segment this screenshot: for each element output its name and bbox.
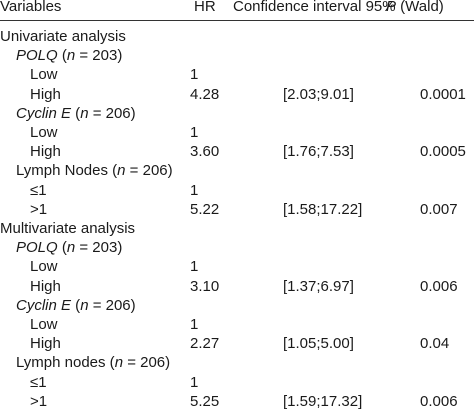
table-row: High 3.10 [1.37;6.97] 0.006 bbox=[0, 277, 474, 297]
header-rule bbox=[0, 20, 474, 21]
p-value: 0.0001 bbox=[420, 85, 466, 103]
p-value: 0.006 bbox=[420, 277, 458, 295]
sample-size-open: ( bbox=[71, 104, 81, 122]
p-value: 0.007 bbox=[420, 200, 458, 218]
ci-value: [1.59;17.32] bbox=[283, 392, 363, 410]
table-row: ≤1 1 bbox=[0, 373, 474, 393]
header-p-rest: (Wald) bbox=[396, 0, 444, 15]
ci-value: [1.58;17.22] bbox=[283, 200, 363, 218]
p-value: 0.0005 bbox=[420, 143, 466, 161]
category-label: Low bbox=[30, 316, 58, 333]
variable-label: POLQ (n = 203) bbox=[16, 238, 122, 258]
table-row: Cyclin E (n = 206) bbox=[0, 296, 474, 316]
category-label: High bbox=[30, 85, 61, 103]
category-label: >1 bbox=[30, 392, 48, 410]
variable-name: POLQ bbox=[16, 239, 58, 257]
hr-value: 1 bbox=[190, 181, 199, 199]
table-row: High 3.60 [1.76;7.53] 0.0005 bbox=[0, 142, 474, 162]
sample-size-n: n bbox=[66, 239, 76, 257]
table-row: ≤1 1 bbox=[0, 181, 474, 201]
category-label: High bbox=[30, 335, 61, 353]
section-heading: Univariate analysis bbox=[0, 28, 126, 45]
header-p-italic: P bbox=[386, 0, 397, 15]
header-hr: HR bbox=[194, 0, 216, 15]
hr-value: 1 bbox=[190, 66, 199, 84]
table-header-row: Variables HR Confidence interval 95% P (… bbox=[0, 0, 474, 17]
table-row: Univariate analysis bbox=[0, 27, 474, 47]
table-row: POLQ (n = 203) bbox=[0, 238, 474, 258]
hr-value: 5.25 bbox=[190, 392, 220, 410]
hr-value: 1 bbox=[190, 373, 199, 391]
variable-label: Cyclin E (n = 206) bbox=[16, 104, 136, 124]
category-label: ≤1 bbox=[30, 181, 47, 199]
hr-value: 5.22 bbox=[190, 200, 220, 218]
hr-value: 1 bbox=[190, 316, 199, 333]
hr-value: 1 bbox=[190, 124, 199, 141]
table-row: POLQ (n = 203) bbox=[0, 46, 474, 66]
ci-value: [1.05;5.00] bbox=[283, 335, 354, 353]
sample-size-n: n bbox=[80, 104, 89, 122]
sample-size-n: n bbox=[117, 162, 126, 180]
ci-value: [1.76;7.53] bbox=[283, 143, 354, 161]
sample-size-open: ( bbox=[57, 239, 67, 257]
sample-size-open: ( bbox=[108, 162, 118, 180]
table-row: High 2.27 [1.05;5.00] 0.04 bbox=[0, 334, 474, 354]
table-row: Cyclin E (n = 206) bbox=[0, 104, 474, 124]
hr-value: 3.10 bbox=[190, 277, 220, 295]
sample-size-open: ( bbox=[57, 47, 67, 65]
hr-value: 4.28 bbox=[190, 85, 220, 103]
category-label: ≤1 bbox=[30, 373, 47, 391]
table-row: Low 1 bbox=[0, 123, 474, 143]
category-label: >1 bbox=[30, 200, 48, 218]
ci-value: [1.37;6.97] bbox=[283, 277, 354, 295]
sample-size-value: = 206) bbox=[125, 162, 173, 180]
table-row: Lymph nodes (n = 206) bbox=[0, 353, 474, 373]
table-row: High 4.28 [2.03;9.01] 0.0001 bbox=[0, 85, 474, 105]
hr-value: 3.60 bbox=[190, 143, 220, 161]
section-heading: Multivariate analysis bbox=[0, 220, 136, 237]
table-row: >1 5.22 [1.58;17.22] 0.007 bbox=[0, 200, 474, 220]
header-variables: Variables bbox=[0, 0, 62, 15]
sample-size-open: ( bbox=[105, 354, 115, 372]
variable-label: Cyclin E (n = 206) bbox=[16, 296, 136, 316]
header-p: P (Wald) bbox=[386, 0, 444, 17]
ci-value: [2.03;9.01] bbox=[283, 85, 354, 103]
table-row: Multivariate analysis bbox=[0, 219, 474, 239]
variable-name: Cyclin E bbox=[16, 296, 72, 314]
variable-label: POLQ (n = 203) bbox=[16, 46, 122, 66]
sample-size-open: ( bbox=[71, 296, 81, 314]
sample-size-value: = 203) bbox=[75, 47, 123, 65]
variable-name: POLQ bbox=[16, 47, 58, 65]
p-value: 0.04 bbox=[420, 335, 450, 353]
p-value: 0.006 bbox=[420, 392, 458, 410]
category-label: High bbox=[30, 143, 61, 161]
table-row: Lymph Nodes (n = 206) bbox=[0, 161, 474, 181]
variable-name: Lymph nodes bbox=[16, 354, 106, 372]
sample-size-value: = 206) bbox=[123, 354, 171, 372]
variable-name: Lymph Nodes bbox=[16, 162, 108, 180]
table-row: Low 1 bbox=[0, 257, 474, 277]
sample-size-n: n bbox=[66, 47, 76, 65]
table-row: Low 1 bbox=[0, 65, 474, 85]
category-label: Low bbox=[30, 124, 58, 141]
header-ci: Confidence interval 95% bbox=[233, 0, 396, 15]
sample-size-n: n bbox=[114, 354, 124, 372]
hr-value: 2.27 bbox=[190, 335, 220, 353]
sample-size-n: n bbox=[80, 296, 89, 314]
variable-label: Lymph Nodes (n = 206) bbox=[16, 161, 173, 181]
category-label: High bbox=[30, 277, 61, 295]
category-label: Low bbox=[30, 66, 58, 84]
sample-size-value: = 206) bbox=[88, 296, 136, 314]
variable-name: Cyclin E bbox=[16, 104, 72, 122]
category-label: Low bbox=[30, 258, 58, 276]
sample-size-value: = 203) bbox=[75, 239, 123, 257]
table-row: >1 5.25 [1.59;17.32] 0.006 bbox=[0, 392, 474, 412]
sample-size-value: = 206) bbox=[88, 104, 136, 122]
hr-value: 1 bbox=[190, 258, 199, 276]
table-row: Low 1 bbox=[0, 315, 474, 335]
variable-label: Lymph nodes (n = 206) bbox=[16, 353, 170, 373]
